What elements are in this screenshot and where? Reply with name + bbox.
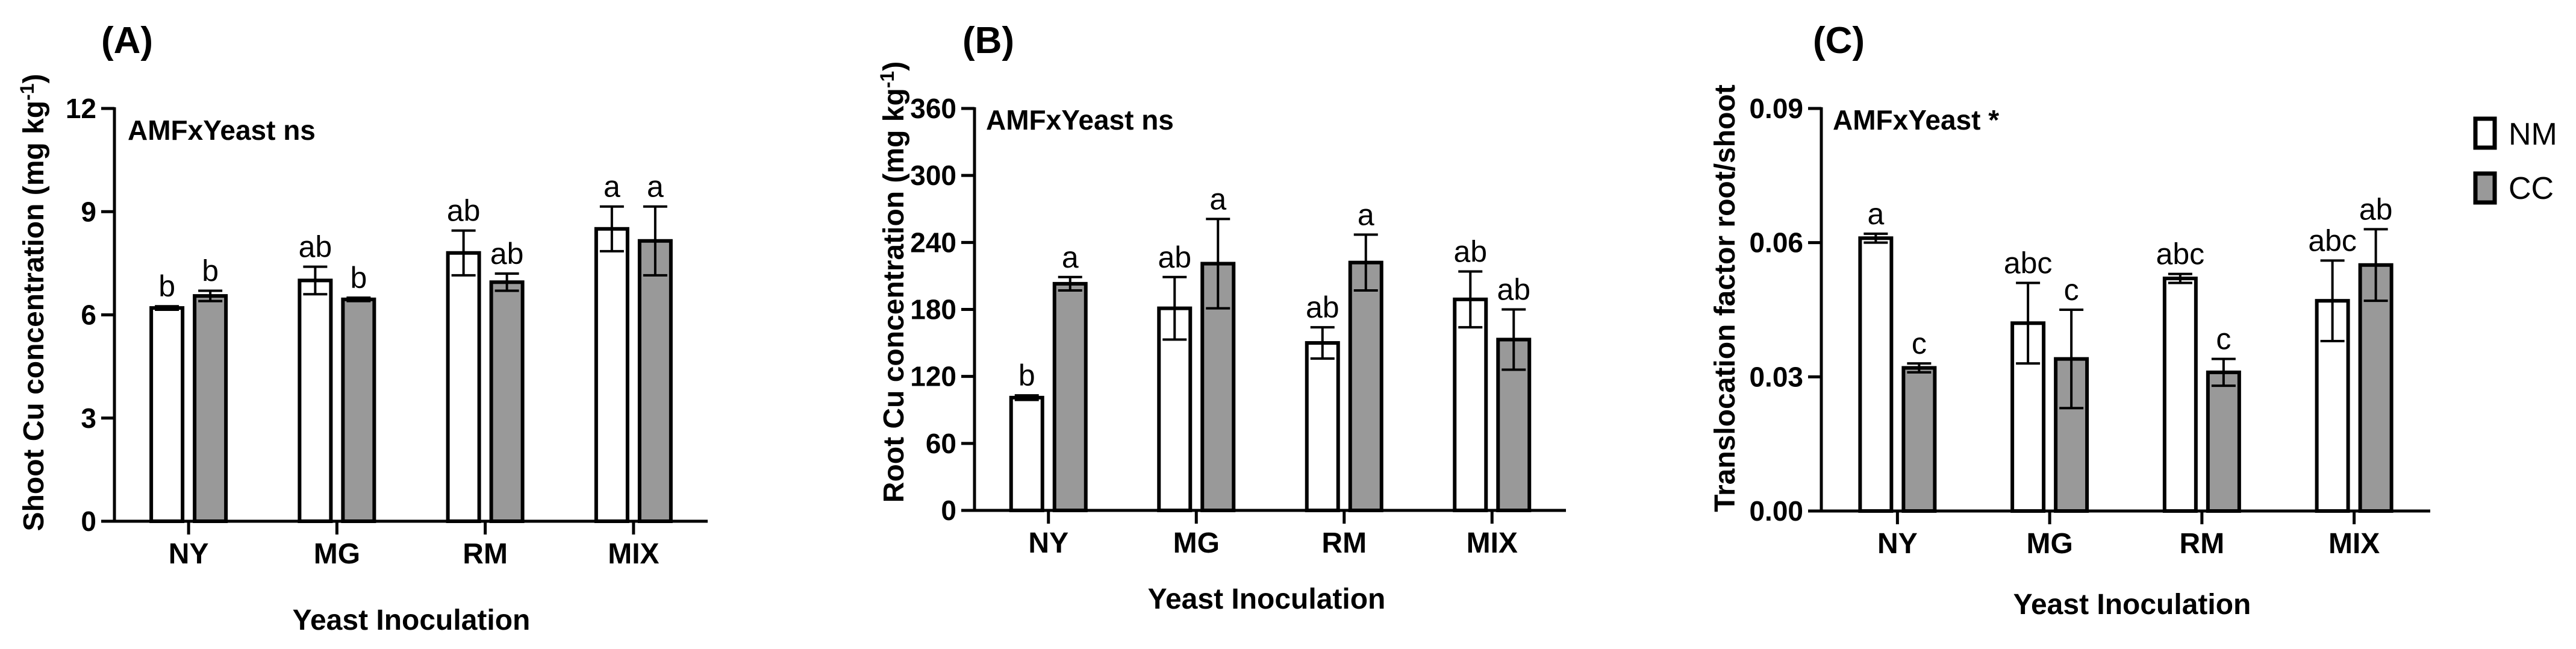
significance-letter: a	[1867, 197, 1884, 231]
y-tick-label: 12	[66, 93, 96, 124]
significance-letter: ab	[1453, 235, 1487, 269]
x-tick-label: MG	[2026, 528, 2072, 560]
significance-letter: ab	[447, 194, 481, 228]
bar-nm	[446, 251, 481, 523]
panel-b-x-title: Yeast Inoculation	[1148, 583, 1386, 615]
significance-letter: a	[647, 170, 664, 204]
x-tick-label: MG	[1173, 527, 1220, 559]
significance-letter: a	[603, 170, 620, 204]
panel-c-annotation: AMFxYeast *	[1833, 104, 1999, 136]
bar-nm	[1305, 341, 1340, 512]
bar-nm	[2162, 277, 2198, 513]
significance-letter: ab	[2359, 192, 2393, 226]
bar-cc	[637, 239, 673, 523]
panel-a-annotation: AMFxYeast ns	[128, 114, 316, 146]
y-tick-label: 120	[910, 361, 956, 392]
x-tick-label: RM	[1321, 527, 1367, 559]
significance-letter: c	[2064, 273, 2079, 307]
y-tick-label: 0.00	[1749, 495, 1803, 527]
bar-cc	[1901, 366, 1937, 513]
panel-b-y-title: Root Cu concentration (mg kg-1)	[876, 61, 910, 503]
y-tick-label: 9	[81, 196, 96, 227]
significance-letter: abc	[2308, 224, 2357, 257]
y-tick-label: 6	[81, 299, 96, 331]
significance-letter: ab	[490, 237, 524, 271]
bar-nm	[149, 306, 185, 523]
x-tick-label: NY	[1877, 528, 1918, 560]
significance-letter: c	[2216, 322, 2231, 356]
significance-letter: b	[1018, 359, 1035, 392]
bar-cc	[2206, 370, 2241, 513]
panel-a-label: (A)	[101, 20, 153, 61]
bar-nm	[1453, 297, 1488, 512]
y-tick-label: 60	[926, 428, 956, 459]
significance-letter: a	[1358, 198, 1374, 231]
y-tick-label: 300	[910, 160, 956, 191]
panel-b: (B) AMFxYeast ns Yeast Inoculation Root …	[876, 20, 1566, 615]
panel-b-annotation: AMFxYeast ns	[986, 104, 1174, 136]
bar-cc	[489, 280, 525, 523]
y-tick-label: 3	[81, 403, 96, 434]
bar-nm	[594, 227, 629, 523]
x-tick-label: NY	[169, 538, 209, 570]
significance-letter: abc	[2004, 246, 2053, 280]
legend-swatch-cc	[2473, 171, 2497, 205]
x-tick-label: MIX	[2328, 528, 2380, 560]
y-tick-label: 0.09	[1749, 93, 1803, 124]
significance-letter: a	[1209, 182, 1226, 216]
panel-a-x-title: Yeast Inoculation	[293, 604, 531, 636]
panel-c-y-title: Translocation factor root/shoot	[1709, 84, 1741, 512]
y-tick-label: 240	[910, 227, 956, 258]
significance-letter: ab	[299, 230, 332, 264]
panel-c: (C) AMFxYeast * Yeast Inoculation Transl…	[1709, 20, 2430, 621]
y-tick-label: 360	[910, 93, 956, 124]
legend-label-cc: CC	[2509, 171, 2554, 206]
panel-b-label: (B)	[962, 20, 1014, 61]
y-tick-label: 0.03	[1749, 361, 1803, 392]
bar-cc	[1052, 281, 1088, 512]
y-tick-label: 0	[81, 506, 96, 537]
bar-cc	[1348, 260, 1383, 512]
bar-cc	[341, 297, 376, 523]
significance-letter: ab	[1158, 240, 1191, 274]
significance-letter: b	[202, 254, 219, 288]
panel-c-x-title: Yeast Inoculation	[2013, 589, 2251, 621]
bar-nm	[1858, 236, 1894, 513]
significance-letter: c	[1912, 327, 1927, 360]
legend-swatch-nm	[2473, 116, 2497, 150]
bar-cc	[193, 294, 228, 523]
x-tick-label: MG	[314, 538, 360, 570]
x-tick-label: RM	[2180, 528, 2225, 560]
legend-label-nm: NM	[2509, 117, 2557, 152]
bar-nm	[298, 278, 333, 523]
legend: NM CC	[2473, 116, 2557, 206]
significance-letter: b	[158, 269, 175, 303]
panel-a: (A) AMFxYeast ns Yeast Inoculation Shoot…	[16, 20, 708, 636]
bar-nm	[1009, 395, 1044, 512]
x-tick-label: MIX	[1467, 527, 1518, 559]
significance-letter: ab	[1306, 290, 1339, 324]
x-tick-label: MIX	[608, 538, 659, 570]
y-tick-label: 0.06	[1749, 227, 1803, 259]
y-tick-label: 180	[910, 294, 956, 325]
significance-letter: abc	[2156, 237, 2205, 271]
significance-letter: a	[1062, 240, 1079, 274]
x-tick-label: RM	[463, 538, 508, 570]
panel-a-y-title: Shoot Cu concentration (mg kg-1)	[16, 74, 50, 531]
significance-letter: ab	[1497, 273, 1530, 307]
significance-letter: b	[350, 261, 367, 295]
y-tick-label: 0	[941, 495, 956, 526]
x-tick-label: NY	[1028, 527, 1068, 559]
panel-c-label: (C)	[1813, 20, 1865, 61]
bar-nm	[1157, 306, 1193, 512]
